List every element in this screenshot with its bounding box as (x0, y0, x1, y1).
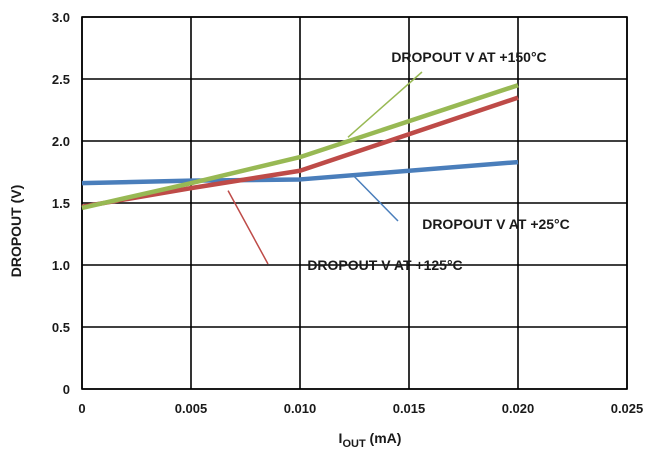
x-axis-title-subscript: OUT (342, 438, 366, 450)
x-tick-label: 0.015 (393, 401, 426, 416)
series-lines (81, 83, 519, 211)
y-tick-label: 2.5 (52, 72, 70, 87)
annotation-leader-line (227, 190, 269, 265)
y-tick-label: 1.5 (52, 196, 70, 211)
y-axis-title: DROPOUT (V) (8, 185, 24, 278)
x-tick-label: 0 (78, 401, 85, 416)
annotation-leader-line (347, 71, 423, 138)
y-tick-label: 2.0 (52, 134, 70, 149)
y-tick-label: 0.5 (52, 320, 70, 335)
x-tick-labels: 0 0.005 0.010 0.015 0.020 0.025 (78, 401, 643, 416)
annotations: DROPOUT V AT +150°C DROPOUT V AT +25°C DRO… (227, 49, 570, 273)
y-tick-label: 0 (63, 382, 70, 397)
x-tick-label: 0.025 (611, 401, 644, 416)
y-tick-label: 3.0 (52, 10, 70, 25)
y-tick-labels: 0 0.5 1.0 1.5 2.0 2.5 3.0 (52, 10, 70, 397)
x-axis-title-main: I (339, 430, 343, 446)
x-axis-title-unit: (mA) (366, 430, 402, 446)
plot-frame (81, 16, 628, 390)
y-tick-label: 1.0 (52, 258, 70, 273)
gridlines (81, 16, 628, 390)
x-tick-label: 0.005 (175, 401, 208, 416)
annotation-label: DROPOUT V AT +150°C (391, 49, 546, 65)
annotation-leader-line (351, 173, 399, 222)
x-tick-label: 0.020 (502, 401, 535, 416)
series-line (81, 83, 519, 211)
annotation-label: DROPOUT V AT +125°C (307, 257, 462, 273)
x-axis-title: IOUT (mA) (339, 430, 402, 450)
x-tick-label: 0.010 (284, 401, 317, 416)
annotation-label: DROPOUT V AT +25°C (422, 216, 570, 232)
